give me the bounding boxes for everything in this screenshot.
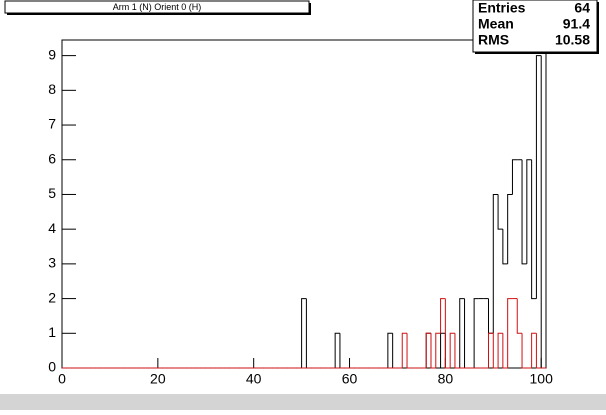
histogram-bin bbox=[516, 298, 523, 334]
y-tick-label: 6 bbox=[48, 150, 56, 166]
histogram-bin bbox=[425, 332, 431, 368]
histogram-bin bbox=[435, 332, 441, 368]
histogram-bin bbox=[511, 159, 518, 195]
histogram-bin bbox=[487, 332, 494, 368]
stats-value: 91.4 bbox=[563, 16, 590, 32]
histogram-bin bbox=[401, 332, 408, 368]
y-tick-label: 0 bbox=[48, 359, 56, 375]
y-tick-label: 1 bbox=[48, 324, 56, 340]
stats-label: Entries bbox=[478, 0, 526, 16]
histogram-bin bbox=[526, 159, 532, 264]
histogram-bin bbox=[454, 333, 460, 369]
y-tick-label: 5 bbox=[48, 185, 56, 201]
histogram-bin bbox=[502, 333, 508, 369]
histogram-bin bbox=[535, 55, 542, 299]
histogram-bin bbox=[459, 298, 465, 368]
histogram-bin bbox=[531, 332, 537, 368]
histogram-bin bbox=[444, 298, 451, 369]
histogram-bin bbox=[521, 159, 527, 265]
stats-label: Mean bbox=[478, 16, 514, 32]
x-tick-label: 100 bbox=[530, 371, 554, 387]
y-tick-label: 7 bbox=[48, 116, 56, 132]
x-tick-label: 20 bbox=[150, 371, 166, 387]
y-tick-label: 9 bbox=[48, 46, 56, 62]
stats-label: RMS bbox=[478, 32, 509, 48]
y-tick-label: 3 bbox=[48, 255, 56, 271]
histogram-bin bbox=[387, 332, 393, 368]
histogram-bin bbox=[507, 298, 513, 368]
stats-value: 64 bbox=[574, 0, 590, 16]
histogram-bin bbox=[406, 333, 412, 369]
histogram-bin bbox=[521, 333, 527, 369]
histogram-bin bbox=[440, 298, 446, 334]
histogram-bin bbox=[535, 333, 542, 369]
histogram-bin bbox=[430, 333, 436, 369]
histogram-bin bbox=[492, 193, 499, 334]
histogram-bin bbox=[301, 298, 307, 368]
histogram-bin bbox=[497, 194, 503, 230]
histogram-bin bbox=[502, 229, 508, 265]
x-tick-label: 60 bbox=[342, 371, 358, 387]
stats-value: 10.58 bbox=[555, 32, 590, 48]
histogram-bin bbox=[507, 193, 513, 264]
x-tick-label: 0 bbox=[58, 371, 66, 387]
histogram-bin bbox=[492, 333, 499, 369]
histogram-bin bbox=[497, 332, 503, 368]
histogram-bin bbox=[449, 332, 455, 368]
histogram-bin bbox=[531, 159, 537, 300]
stats-box bbox=[472, 0, 598, 53]
x-tick-label: 80 bbox=[438, 371, 454, 387]
title-box bbox=[4, 0, 310, 14]
y-tick-label: 8 bbox=[48, 81, 56, 97]
histogram-bin bbox=[334, 332, 340, 368]
y-tick-label: 2 bbox=[48, 289, 56, 305]
y-tick-label: 4 bbox=[48, 220, 56, 236]
histogram-bin bbox=[473, 298, 479, 368]
x-tick-label: 40 bbox=[246, 371, 262, 387]
chart-title: Arm 1 (N) Orient 0 (H) bbox=[113, 2, 202, 12]
status-bar bbox=[0, 394, 606, 410]
